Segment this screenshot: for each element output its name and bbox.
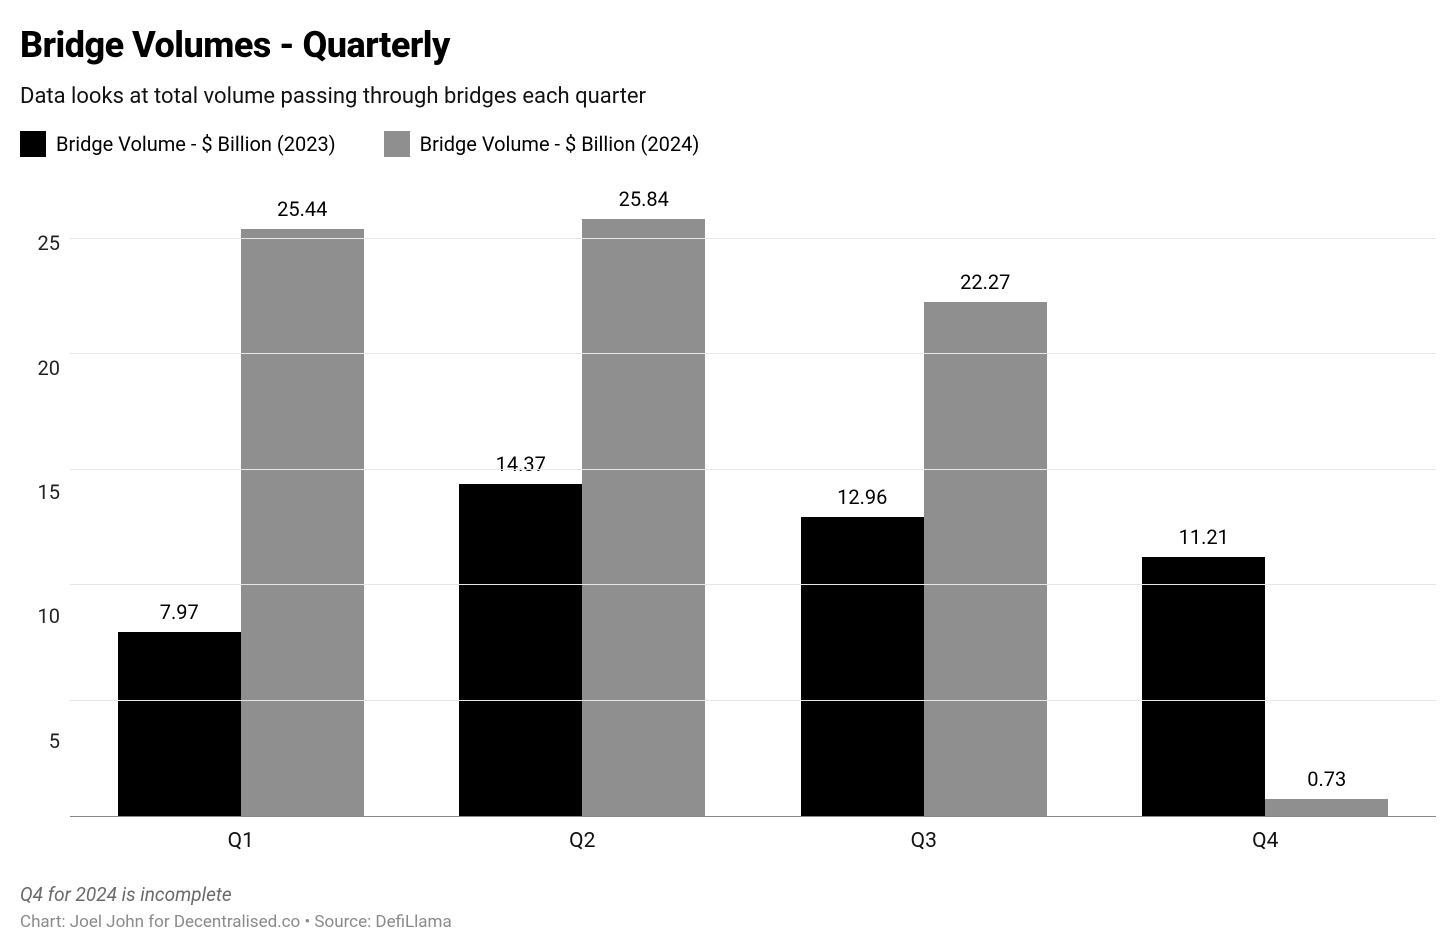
credit-line: Chart: Joel John for Decentralised.co • … <box>20 912 1436 932</box>
bar <box>924 302 1047 816</box>
y-tick-label: 20 <box>38 356 60 380</box>
y-tick-label: 15 <box>38 480 60 504</box>
bar-wrap: 22.27 <box>924 181 1047 816</box>
bar <box>118 632 241 816</box>
x-tick-label: Q2 <box>412 817 754 865</box>
chart-subtitle: Data looks at total volume passing throu… <box>20 84 1436 109</box>
legend-swatch-2024 <box>384 131 410 157</box>
y-tick-label: 25 <box>38 231 60 255</box>
bar-group: 11.21 0.73 <box>1095 181 1437 816</box>
plot-area: 7.97 25.44 14.37 25.84 12.96 22.27 11.21 0.73 <box>70 181 1436 817</box>
bar-group: 12.96 22.27 <box>753 181 1095 816</box>
chart-title: Bridge Volumes - Quarterly <box>20 24 1436 66</box>
bar-value-label: 14.37 <box>496 452 546 476</box>
y-tick-label: 5 <box>49 729 60 753</box>
bar <box>241 229 364 816</box>
grid-line <box>70 353 1436 354</box>
chart-area: 510152025 7.9725.4414.3725.8412.9622.271… <box>20 181 1436 865</box>
footnote: Q4 for 2024 is incomplete <box>20 883 1436 906</box>
grid-line <box>70 469 1436 470</box>
bar <box>801 517 924 816</box>
bar-value-label: 7.97 <box>160 600 199 624</box>
bar-value-label: 25.84 <box>619 187 669 211</box>
bar <box>459 484 582 816</box>
legend-item-2024: Bridge Volume - $ Billion (2024) <box>384 131 700 157</box>
legend-swatch-2023 <box>20 131 46 157</box>
legend-label-2023: Bridge Volume - $ Billion (2023) <box>56 132 336 156</box>
bar-wrap: 14.37 <box>459 181 582 816</box>
bar <box>1265 799 1388 816</box>
bar-wrap: 25.44 <box>241 181 364 816</box>
bar-wrap: 25.84 <box>582 181 705 816</box>
x-tick-label: Q1 <box>70 817 412 865</box>
bar <box>582 219 705 816</box>
bar-wrap: 11.21 <box>1142 181 1265 816</box>
grid-line <box>70 238 1436 239</box>
y-axis: 5 10 15 20 25 <box>20 181 70 865</box>
bar-wrap: 12.96 <box>801 181 924 816</box>
legend: Bridge Volume - $ Billion (2023) Bridge … <box>20 131 1436 157</box>
x-tick-label: Q3 <box>753 817 1095 865</box>
grid-line <box>70 584 1436 585</box>
bar-value-label: 11.21 <box>1179 525 1229 549</box>
grid-line <box>70 700 1436 701</box>
bar-wrap: 0.73 <box>1265 181 1388 816</box>
x-tick-label: Q4 <box>1095 817 1437 865</box>
bar-group: 7.97 25.44 <box>70 181 412 816</box>
x-axis: Q1Q2Q3Q4 <box>70 817 1436 865</box>
bar <box>1142 557 1265 816</box>
bar-group: 14.37 25.84 <box>412 181 754 816</box>
legend-label-2024: Bridge Volume - $ Billion (2024) <box>420 132 700 156</box>
legend-item-2023: Bridge Volume - $ Billion (2023) <box>20 131 336 157</box>
bar-wrap: 7.97 <box>118 181 241 816</box>
bar-value-label: 0.73 <box>1307 767 1346 791</box>
bar-value-label: 12.96 <box>837 485 887 509</box>
y-tick-label: 10 <box>38 604 60 628</box>
bar-value-label: 25.44 <box>277 197 327 221</box>
bar-value-label: 22.27 <box>960 270 1010 294</box>
